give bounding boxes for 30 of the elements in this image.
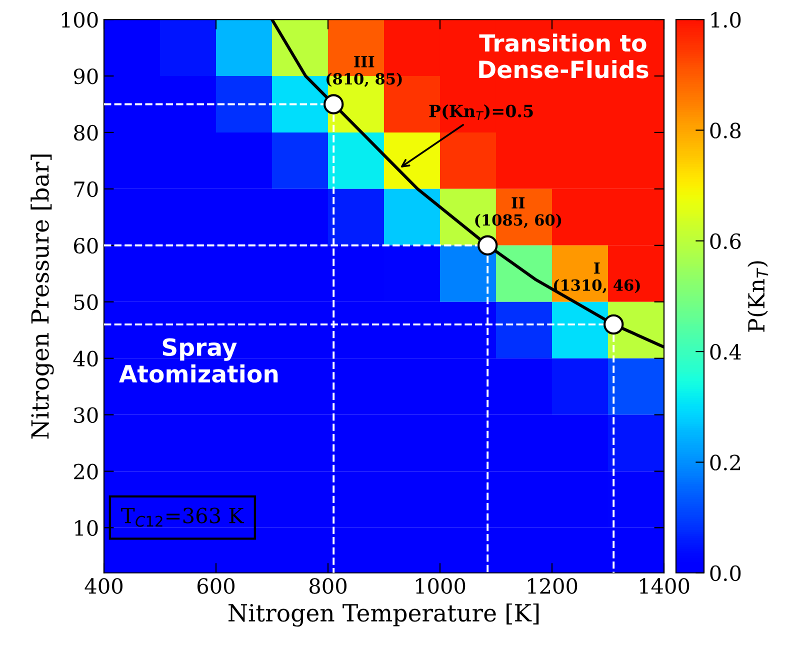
color-bar-label: 0.0	[710, 565, 741, 582]
y-tick-label: 20	[74, 464, 98, 480]
y-tick-label: 80	[74, 124, 98, 141]
x-tick-label: 400	[84, 578, 122, 594]
annotation: I (1310, 46)	[554, 262, 640, 294]
y-tick-label: 100	[62, 12, 98, 28]
annotation: Transition to Dense-Fluids	[479, 34, 648, 78]
y-tick-label: 10	[75, 520, 98, 536]
x-tick-label: 1200	[528, 578, 578, 594]
color-bar-label: 0.6	[710, 233, 741, 250]
y-tick-label: 50	[74, 294, 98, 310]
x-tick-label: 800	[310, 578, 346, 594]
y-tick-label: 90	[74, 68, 98, 84]
color-bar-label: 0.4	[710, 344, 741, 360]
color-bar-title: P(Kn$_{T}$)	[748, 261, 768, 332]
color-bar-label: 0.8	[710, 122, 741, 138]
color-bar-label: 0.2	[710, 454, 740, 470]
y-tick-label: 70	[74, 181, 98, 198]
x-tick-label: 1000	[416, 578, 466, 594]
y-tick-label: 30	[74, 407, 98, 423]
annotation: P(Kn$_{T}$)=0.5	[429, 104, 533, 120]
x-axis-title: Nitrogen Temperature [K]	[228, 603, 539, 627]
x-tick-label: 1400	[640, 578, 690, 594]
y-axis-title: Nitrogen Pressure [bar]	[30, 154, 54, 439]
annotation: Spray Atomization	[119, 338, 278, 383]
x-tick-label: 600	[198, 578, 234, 594]
annotation: T$_{C12}$=363 K	[121, 508, 244, 527]
y-tick-label: 60	[74, 238, 98, 254]
y-tick-label: 40	[73, 350, 98, 367]
color-bar-label: 1.0	[711, 12, 741, 28]
